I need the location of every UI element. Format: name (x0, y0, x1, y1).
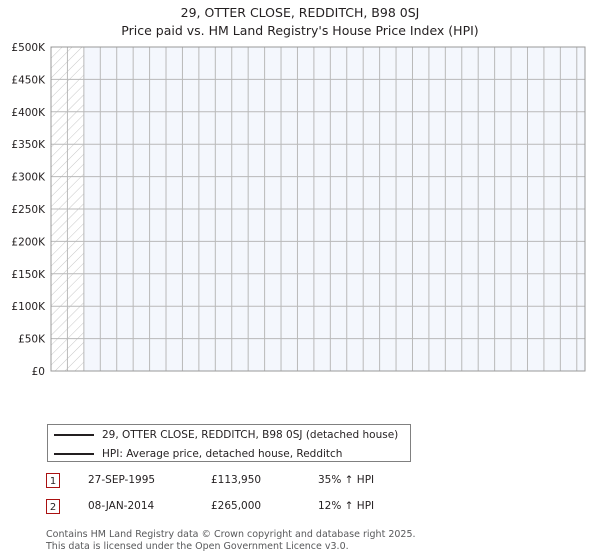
table-row: 2 08-JAN-2014 £265,000 12% ↑ HPI (46, 499, 476, 525)
legend-item-price-paid: 29, OTTER CLOSE, REDDITCH, B98 0SJ (deta… (48, 425, 410, 444)
y-axis-ticks: £0 £50K £100K £150K £200K £250K £300K £350K £400… (11, 42, 46, 378)
legend-item-hpi: HPI: Average price, detached house, Redd… (48, 444, 410, 463)
svg-text:£350K: £350K (11, 139, 46, 151)
transaction-price-2: £265,000 (211, 500, 262, 512)
plot-border (50, 46, 586, 372)
page-title: 29, OTTER CLOSE, REDDITCH, B98 0SJ (180, 5, 420, 20)
page-subtitle: Price paid vs. HM Land Registry's House … (121, 23, 479, 38)
svg-text:£100K: £100K (11, 301, 46, 313)
transaction-hpi-delta-1: 35% ↑ HPI (318, 474, 375, 486)
legend-label-hpi: HPI: Average price, detached house, Redd… (102, 447, 343, 460)
transaction-date-1: 27-SEP-1995 (88, 474, 156, 486)
plot-gridlines (50, 46, 585, 372)
svg-text:£450K: £450K (11, 74, 46, 86)
price-history-plot: £0 £50K £100K £150K £200K £250K £300K £350K £400… (11, 42, 586, 378)
svg-text:£400K: £400K (11, 107, 46, 119)
svg-text:£150K: £150K (11, 269, 46, 281)
svg-text:£0: £0 (32, 366, 45, 378)
chart-legend: 29, OTTER CLOSE, REDDITCH, B98 0SJ (deta… (47, 424, 411, 462)
svg-text:£50K: £50K (18, 334, 46, 346)
svg-text:£200K: £200K (11, 236, 46, 248)
footer-line-1: Contains HM Land Registry data © Crown c… (46, 529, 416, 540)
transaction-marker-badge-1: 1 (46, 473, 60, 488)
legend-label-price-paid: 29, OTTER CLOSE, REDDITCH, B98 0SJ (deta… (102, 428, 399, 441)
svg-text:£500K: £500K (11, 42, 46, 54)
legend-swatch-price-paid (54, 433, 94, 436)
table-row: 1 27-SEP-1995 £113,950 35% ↑ HPI (46, 473, 476, 499)
svg-text:£250K: £250K (11, 204, 46, 216)
copyright-footer: Contains HM Land Registry data © Crown c… (46, 529, 586, 552)
transactions-table: 1 27-SEP-1995 £113,950 35% ↑ HPI 2 08-JA… (46, 473, 476, 525)
legend-swatch-hpi (54, 452, 94, 455)
chart-title-block: 29, OTTER CLOSE, REDDITCH, B98 0SJ Price… (0, 0, 600, 40)
transaction-date-2: 08-JAN-2014 (88, 500, 155, 512)
svg-text:£300K: £300K (11, 172, 46, 184)
transaction-hpi-delta-2: 12% ↑ HPI (318, 500, 375, 512)
footer-line-2: This data is licensed under the Open Gov… (46, 540, 349, 552)
transaction-marker-badge-2: 2 (46, 499, 60, 514)
transaction-price-1: £113,950 (211, 474, 262, 486)
